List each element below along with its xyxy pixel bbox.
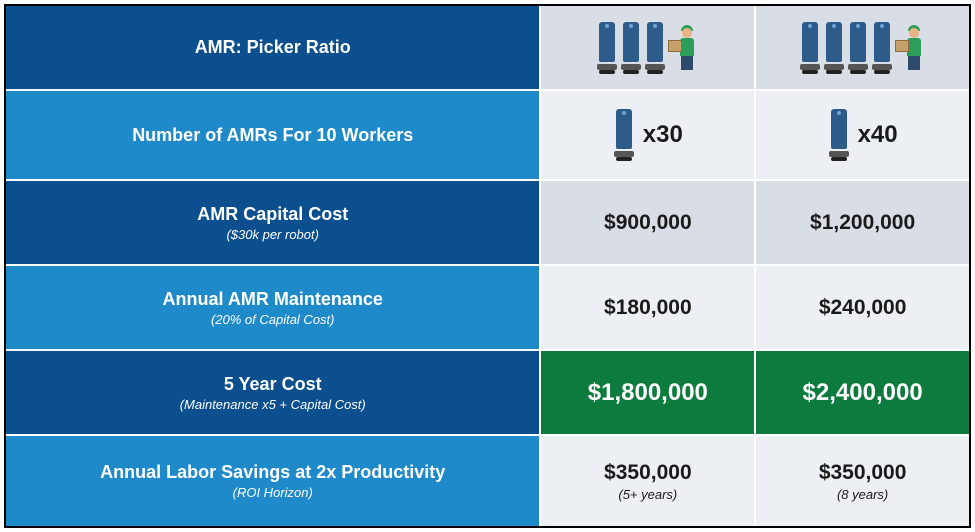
data-cell: $2,400,000 bbox=[754, 351, 969, 434]
row-label-title: Number of AMRs For 10 Workers bbox=[132, 125, 413, 146]
data-cell bbox=[754, 6, 969, 89]
money-value: $2,400,000 bbox=[803, 379, 923, 407]
count-value: x40 bbox=[858, 121, 898, 149]
count-graphic: x40 bbox=[828, 109, 898, 161]
data-cell: $240,000 bbox=[754, 266, 969, 349]
row-label: AMR Capital Cost ($30k per robot) bbox=[6, 181, 539, 264]
table-row: Annual Labor Savings at 2x Productivity (… bbox=[6, 436, 969, 526]
table-row: AMR: Picker Ratio bbox=[6, 6, 969, 91]
money-value: $240,000 bbox=[819, 296, 907, 320]
table-row: Number of AMRs For 10 Workers x30 x40 bbox=[6, 91, 969, 181]
robot-icon bbox=[799, 22, 821, 74]
data-cell: $350,000 (5+ years) bbox=[539, 436, 754, 526]
robot-icon bbox=[644, 22, 666, 74]
money-value: $350,000 bbox=[604, 461, 692, 485]
robot-icon bbox=[828, 109, 850, 161]
robot-icon bbox=[823, 22, 845, 74]
row-label-title: AMR Capital Cost bbox=[197, 204, 348, 225]
data-cell: $1,200,000 bbox=[754, 181, 969, 264]
money-value: $350,000 bbox=[819, 461, 907, 485]
money-sub: (5+ years) bbox=[618, 487, 677, 502]
row-label-title: 5 Year Cost bbox=[224, 374, 322, 395]
worker-icon bbox=[899, 22, 927, 74]
money-value: $180,000 bbox=[604, 296, 692, 320]
amr-comparison-table: AMR: Picker Ratio Number of AMRs For 10 W… bbox=[4, 4, 971, 528]
ratio-graphic bbox=[596, 22, 700, 74]
robot-icon bbox=[847, 22, 869, 74]
row-label: 5 Year Cost (Maintenance x5 + Capital Cos… bbox=[6, 351, 539, 434]
data-cell: x40 bbox=[754, 91, 969, 179]
robot-icon bbox=[596, 22, 618, 74]
robot-icon bbox=[871, 22, 893, 74]
data-cell: $900,000 bbox=[539, 181, 754, 264]
data-cell: $180,000 bbox=[539, 266, 754, 349]
row-label-title: Annual AMR Maintenance bbox=[163, 289, 383, 310]
table-row: AMR Capital Cost ($30k per robot) $900,000… bbox=[6, 181, 969, 266]
row-label-title: AMR: Picker Ratio bbox=[195, 37, 351, 58]
table-row: Annual AMR Maintenance (20% of Capital Co… bbox=[6, 266, 969, 351]
count-value: x30 bbox=[643, 121, 683, 149]
row-label-title: Annual Labor Savings at 2x Productivity bbox=[100, 462, 445, 483]
money-value: $1,800,000 bbox=[588, 379, 708, 407]
row-label: Annual Labor Savings at 2x Productivity (… bbox=[6, 436, 539, 526]
worker-icon bbox=[672, 22, 700, 74]
data-cell: x30 bbox=[539, 91, 754, 179]
row-label: AMR: Picker Ratio bbox=[6, 6, 539, 89]
count-graphic: x30 bbox=[613, 109, 683, 161]
data-cell: $350,000 (8 years) bbox=[754, 436, 969, 526]
robot-icon bbox=[620, 22, 642, 74]
robot-icon bbox=[613, 109, 635, 161]
ratio-graphic bbox=[799, 22, 927, 74]
money-value: $900,000 bbox=[604, 211, 692, 235]
table-row: 5 Year Cost (Maintenance x5 + Capital Cos… bbox=[6, 351, 969, 436]
money-value: $1,200,000 bbox=[810, 211, 915, 235]
row-label-sub: (Maintenance x5 + Capital Cost) bbox=[180, 397, 366, 412]
row-label: Annual AMR Maintenance (20% of Capital Co… bbox=[6, 266, 539, 349]
row-label-sub: ($30k per robot) bbox=[226, 227, 319, 242]
money-sub: (8 years) bbox=[837, 487, 888, 502]
data-cell: $1,800,000 bbox=[539, 351, 754, 434]
data-cell bbox=[539, 6, 754, 89]
row-label-sub: (20% of Capital Cost) bbox=[211, 312, 335, 327]
row-label-sub: (ROI Horizon) bbox=[233, 485, 313, 500]
row-label: Number of AMRs For 10 Workers bbox=[6, 91, 539, 179]
